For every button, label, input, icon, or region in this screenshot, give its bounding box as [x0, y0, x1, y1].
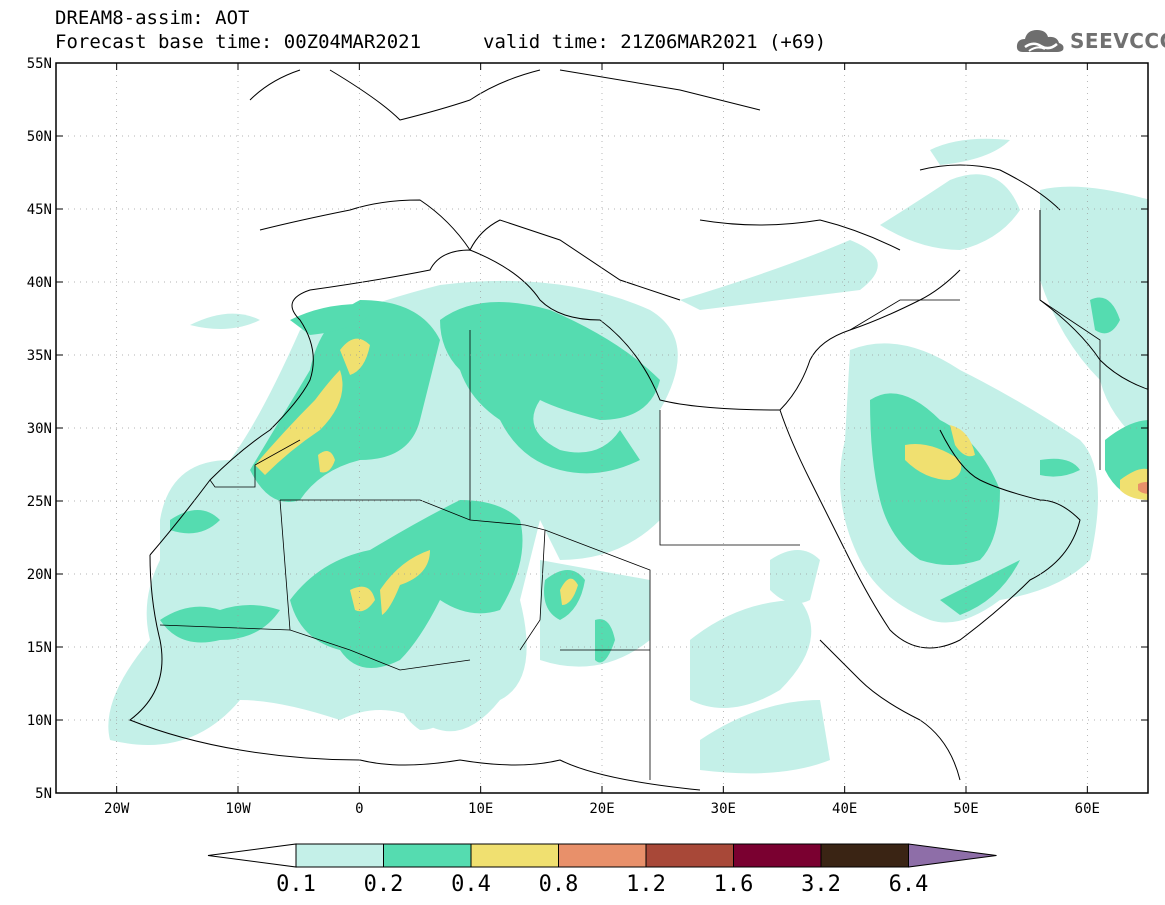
colorbar-swatch — [733, 843, 822, 868]
axis-ticks: 55N 50N 45N 40N 35N 30N 25N 20N 15N 10N 5N 20W 10W 0 1… — [27, 56, 1148, 817]
lon-tick-label: 10W — [225, 801, 251, 817]
colorbar-label: 1.6 — [714, 872, 754, 897]
lon-tick-label: 50E — [953, 801, 978, 817]
lat-tick-label: 20N — [27, 567, 52, 583]
colorbar-label: 0.8 — [539, 872, 579, 897]
lat-tick-label: 35N — [27, 348, 52, 364]
aot-level-0.4 — [255, 338, 1148, 615]
lat-tick-label: 25N — [27, 494, 52, 510]
lat-tick-label: 50N — [27, 129, 52, 145]
colorbar-label: 6.4 — [889, 872, 929, 897]
colorbar-swatch — [295, 843, 384, 868]
forecast-base-time: Forecast base time: 00Z04MAR2021 — [55, 31, 422, 53]
map-title: DREAM8-assim: AOT — [55, 7, 250, 29]
colorbar-swatch — [820, 843, 909, 868]
colorbar-arrow-high — [908, 843, 997, 868]
colorbar-label: 0.1 — [276, 872, 316, 897]
coastlines — [128, 69, 1148, 791]
lat-tick-label: 30N — [27, 421, 52, 437]
valid-time: valid time: 21Z06MAR2021 (+69) — [483, 31, 827, 53]
lat-tick-label: 15N — [27, 640, 52, 656]
colorbar-swatch — [645, 843, 734, 868]
colorbar-swatch — [558, 843, 647, 868]
lat-tick-label: 5N — [35, 786, 52, 802]
colorbar-label: 0.2 — [364, 872, 404, 897]
logo-text: SEEVCCC — [1070, 29, 1165, 53]
lon-tick-label: 20E — [589, 801, 614, 817]
lat-tick-label: 55N — [27, 56, 52, 72]
lat-tick-label: 40N — [27, 275, 52, 291]
colorbar: 0.1 0.2 0.4 0.8 1.2 1.6 3.2 6.4 — [207, 843, 997, 897]
aot-field — [108, 138, 1148, 774]
colorbar-label: 3.2 — [801, 872, 841, 897]
lat-tick-label: 10N — [27, 713, 52, 729]
lon-tick-label: 10E — [468, 801, 493, 817]
aot-level-0.2 — [160, 297, 1148, 668]
colorbar-swatch — [470, 843, 559, 868]
cloud-icon — [1016, 30, 1064, 52]
colorbar-swatch — [383, 843, 472, 868]
seevccc-logo: SEEVCCC — [1015, 24, 1165, 58]
lat-tick-label: 45N — [27, 202, 52, 218]
lon-tick-label: 20W — [104, 801, 130, 817]
lon-tick-label: 30E — [711, 801, 736, 817]
colorbar-label: 1.2 — [626, 872, 666, 897]
borders — [159, 299, 1101, 780]
colorbar-arrow-low — [207, 843, 297, 868]
lon-tick-label: 60E — [1075, 801, 1100, 817]
lon-tick-label: 40E — [832, 801, 857, 817]
colorbar-label: 0.4 — [451, 872, 491, 897]
lon-tick-label: 0 — [355, 801, 363, 817]
aot-level-0.8 — [1138, 482, 1148, 494]
